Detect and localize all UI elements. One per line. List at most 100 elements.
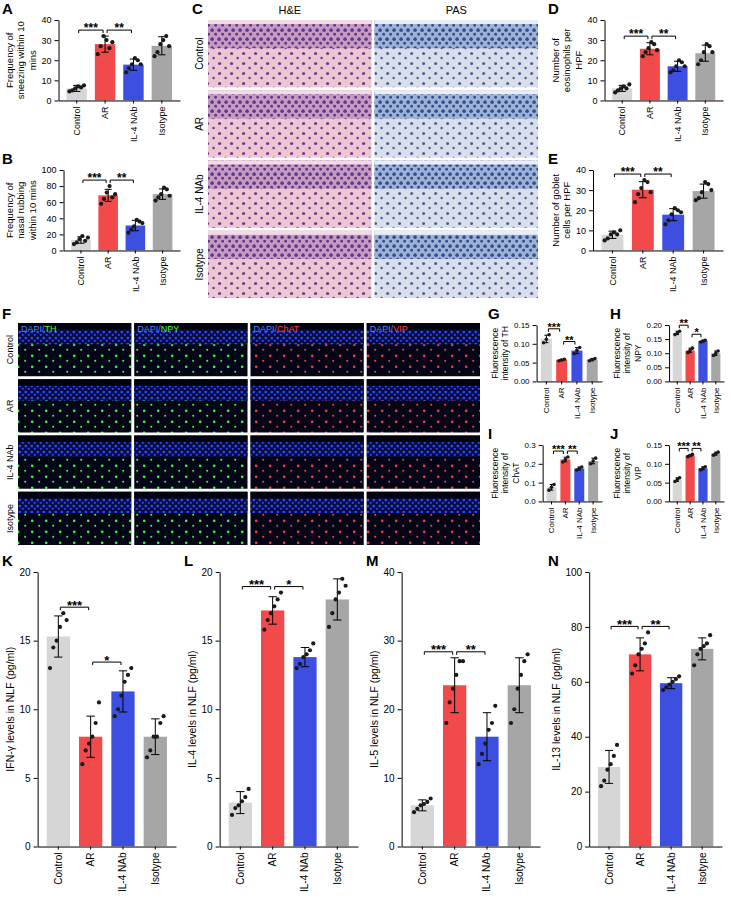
tick-label: 20: [588, 56, 598, 66]
x-axis: ControlARIL-4 NAbIsotype: [670, 501, 725, 539]
error-bar-cap: [515, 712, 523, 713]
data-point: [158, 721, 162, 725]
data-point: [340, 577, 344, 581]
tick: Isotype: [157, 100, 167, 135]
tick: AR: [686, 501, 695, 518]
y-axis-title: Frequency of: [4, 182, 15, 238]
tick-label: Control: [673, 387, 682, 413]
stain-label: DAPI/: [21, 324, 45, 334]
tick-label: IL-4 NAb: [666, 852, 677, 892]
data-point: [671, 680, 675, 684]
tick-label: Isotype: [589, 507, 598, 533]
x-axis: ControlARIL-4 NAbIsotype: [590, 847, 723, 892]
data-point: [630, 671, 634, 675]
plot-marks: [612, 40, 715, 100]
data-point: [139, 62, 143, 66]
image-tile: [208, 231, 372, 298]
tick-label: 0.00: [647, 377, 663, 386]
tissue-epithelium: [208, 20, 372, 48]
tick-mark: [216, 572, 220, 573]
tick: Isotype: [332, 847, 343, 885]
tick: 0.00: [647, 497, 670, 506]
tick-label: AR: [635, 853, 646, 867]
image-tile: [208, 20, 372, 87]
image-tile: [251, 492, 364, 545]
data-point: [240, 799, 244, 803]
data-point: [97, 700, 101, 704]
data-point: [636, 192, 640, 196]
significance-label: **: [651, 617, 662, 632]
error-bar-cap: [636, 670, 644, 671]
tick: Isotype: [697, 847, 708, 885]
tick-mark: [702, 847, 703, 850]
data-point: [640, 647, 644, 651]
column-header: H&E: [278, 4, 301, 16]
tissue-stroma: [208, 231, 372, 298]
data-point: [77, 237, 81, 241]
image-tile: [18, 436, 131, 489]
x-axis: ControlARIL-4 NAbIsotype: [537, 381, 602, 419]
data-point: [664, 685, 668, 689]
tick: 100: [42, 165, 64, 175]
tick: 0: [207, 841, 220, 852]
fluorescence-stroma: [134, 379, 247, 432]
data-point: [429, 796, 433, 800]
tick: 0.15: [647, 441, 670, 450]
data-point: [152, 54, 156, 58]
tissue-stroma: [375, 20, 539, 87]
panel-letter: K: [2, 552, 13, 569]
tick-label: 0.20: [647, 321, 663, 330]
y-axis-title: Fluorescence: [490, 447, 500, 498]
data-point: [167, 194, 171, 198]
data-point: [113, 192, 117, 196]
error-bar-cap: [301, 666, 309, 667]
data-point: [580, 465, 584, 469]
data-point: [697, 196, 701, 200]
tick-mark: [533, 344, 537, 345]
tick-mark: [272, 847, 273, 850]
tick: 0.15: [647, 335, 670, 344]
data-point: [451, 687, 455, 691]
tissue-surface: [208, 231, 372, 235]
error-bar: [236, 792, 244, 814]
data-point: [545, 337, 549, 341]
data-point: [692, 663, 696, 667]
data-point: [334, 597, 338, 601]
row-label: IL-4 NAb: [5, 444, 15, 480]
tick: 0: [47, 96, 59, 106]
tick-mark: [58, 847, 59, 850]
tick-mark: [671, 847, 672, 850]
y-axis: 0.000.050.100.15: [647, 441, 670, 506]
bar: [587, 360, 598, 382]
error-bar-cap: [667, 677, 675, 678]
tick: 40: [384, 567, 402, 578]
data-point: [572, 352, 576, 356]
tick-label: 60: [571, 677, 583, 688]
data-point: [454, 673, 458, 677]
y-axis-title: NPY: [633, 344, 643, 362]
data-point: [243, 795, 247, 799]
x-axis: ControlARIL-4 NAbIsotype: [670, 381, 725, 419]
axis-line: [589, 573, 590, 848]
tissue-surface: [375, 90, 539, 94]
tissue-surface: [208, 20, 372, 24]
tick: 30: [588, 35, 605, 45]
significance-label: **: [115, 21, 125, 35]
bar: [698, 341, 707, 381]
data-point: [104, 38, 108, 42]
tick: Isotype: [150, 847, 161, 885]
significance-label: **: [692, 440, 701, 452]
tick-label: Control: [72, 106, 82, 135]
tick-label: 10: [202, 704, 214, 715]
data-point: [99, 202, 103, 206]
panel-letter: B: [2, 150, 13, 167]
tick: Control: [72, 100, 82, 135]
tick-mark: [677, 381, 678, 384]
data-point: [639, 186, 643, 190]
fluorescence-stroma: [18, 379, 131, 432]
plot-marks: [71, 184, 172, 250]
x-axis: ControlARIL-4 NAbIsotype: [220, 847, 358, 892]
tick-mark: [561, 381, 562, 384]
data-point: [159, 192, 163, 196]
tick-mark: [135, 250, 136, 253]
